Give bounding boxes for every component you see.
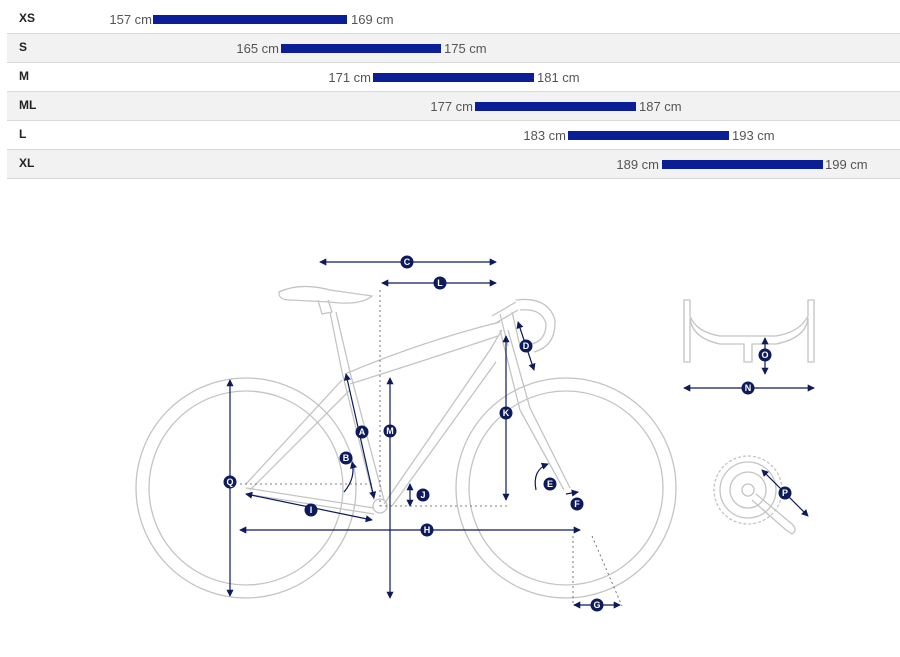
badge-m: M bbox=[383, 424, 397, 438]
seat-tube bbox=[329, 311, 385, 501]
size-row-l: L 183 cm 193 cm bbox=[7, 121, 900, 150]
badge-f: F bbox=[570, 497, 584, 511]
badge-k: K bbox=[499, 406, 513, 420]
size-row-xs: XS 157 cm 169 cm bbox=[7, 5, 900, 34]
size-chart: XS 157 cm 169 cm S 165 cm 175 cm M 171 c… bbox=[7, 5, 900, 179]
badge-d-text: D bbox=[523, 341, 530, 351]
range-bar bbox=[475, 102, 636, 111]
down-tube bbox=[383, 329, 503, 507]
badge-n-text: N bbox=[745, 383, 752, 393]
badge-g-text: G bbox=[593, 600, 600, 610]
badge-b-text: B bbox=[343, 453, 350, 463]
dim-f bbox=[565, 489, 579, 497]
size-row-s: S 165 cm 175 cm bbox=[7, 34, 900, 63]
range-max: 169 cm bbox=[351, 12, 394, 27]
badge-d: D bbox=[519, 339, 533, 353]
badge-i-text: I bbox=[310, 505, 313, 515]
range-min: 183 cm bbox=[523, 128, 566, 143]
stem bbox=[491, 301, 519, 325]
range-max: 175 cm bbox=[444, 41, 487, 56]
range-bar bbox=[568, 131, 729, 140]
reference-lines bbox=[240, 290, 623, 607]
badge-a: A bbox=[355, 425, 369, 439]
badge-b: B bbox=[339, 451, 353, 465]
angle-e bbox=[534, 462, 549, 491]
saddle bbox=[278, 285, 374, 304]
size-label: S bbox=[19, 40, 28, 54]
badge-n: N bbox=[741, 381, 755, 395]
size-label: ML bbox=[19, 98, 37, 112]
range-min: 177 cm bbox=[430, 99, 473, 114]
range-bar bbox=[281, 44, 441, 53]
range-min: 157 cm bbox=[109, 12, 152, 27]
badge-m-text: M bbox=[386, 426, 394, 436]
dimension-badges: A B C D E F G H I J K L M N O P Q bbox=[223, 255, 792, 612]
range-min: 165 cm bbox=[236, 41, 279, 56]
badge-j: J bbox=[416, 488, 430, 502]
badge-f-text: F bbox=[574, 499, 580, 509]
badge-c: C bbox=[400, 255, 414, 269]
badge-h-text: H bbox=[424, 525, 431, 535]
front-wheel-outer bbox=[455, 377, 677, 599]
size-label: XL bbox=[19, 156, 35, 170]
badge-c-text: C bbox=[404, 257, 411, 267]
badge-h: H bbox=[420, 523, 434, 537]
seatpost-clamp bbox=[317, 299, 333, 315]
handlebar-drop bbox=[515, 298, 556, 353]
badge-e-text: E bbox=[547, 479, 553, 489]
range-bar bbox=[662, 160, 823, 169]
badge-q-text: Q bbox=[226, 477, 233, 487]
range-bar bbox=[373, 73, 534, 82]
bike-outline bbox=[135, 285, 677, 599]
dimension-lines bbox=[226, 258, 815, 609]
badge-i: I bbox=[304, 503, 318, 517]
size-row-xl: XL 189 cm 199 cm bbox=[7, 150, 900, 179]
badge-k-text: K bbox=[503, 408, 510, 418]
handlebar-front-view bbox=[683, 299, 815, 363]
seat-stay bbox=[245, 379, 351, 491]
range-min: 189 cm bbox=[616, 157, 659, 172]
badge-o: O bbox=[758, 348, 772, 362]
badge-l-text: L bbox=[437, 278, 443, 288]
angle-b bbox=[343, 461, 358, 493]
badge-a-text: A bbox=[359, 427, 366, 437]
size-row-m: M 171 cm 181 cm bbox=[7, 63, 900, 92]
badge-p: P bbox=[778, 486, 792, 500]
range-max: 187 cm bbox=[639, 99, 682, 114]
size-label: M bbox=[19, 69, 29, 83]
badge-e: E bbox=[543, 477, 557, 491]
badge-p-text: P bbox=[782, 488, 788, 498]
size-row-ml: ML 177 cm 187 cm bbox=[7, 92, 900, 121]
badge-q: Q bbox=[223, 475, 237, 489]
range-max: 193 cm bbox=[732, 128, 775, 143]
range-bar bbox=[153, 15, 347, 24]
rear-wheel-inner bbox=[148, 390, 344, 586]
range-max: 199 cm bbox=[825, 157, 868, 172]
range-min: 171 cm bbox=[328, 70, 371, 85]
top-tube bbox=[344, 321, 501, 385]
badge-g: G bbox=[590, 598, 604, 612]
front-wheel-inner bbox=[468, 390, 664, 586]
badge-j-text: J bbox=[420, 490, 425, 500]
size-label: L bbox=[19, 127, 27, 141]
badge-l: L bbox=[433, 276, 447, 290]
size-label: XS bbox=[19, 11, 36, 25]
range-max: 181 cm bbox=[537, 70, 580, 85]
badge-o-text: O bbox=[761, 350, 768, 360]
